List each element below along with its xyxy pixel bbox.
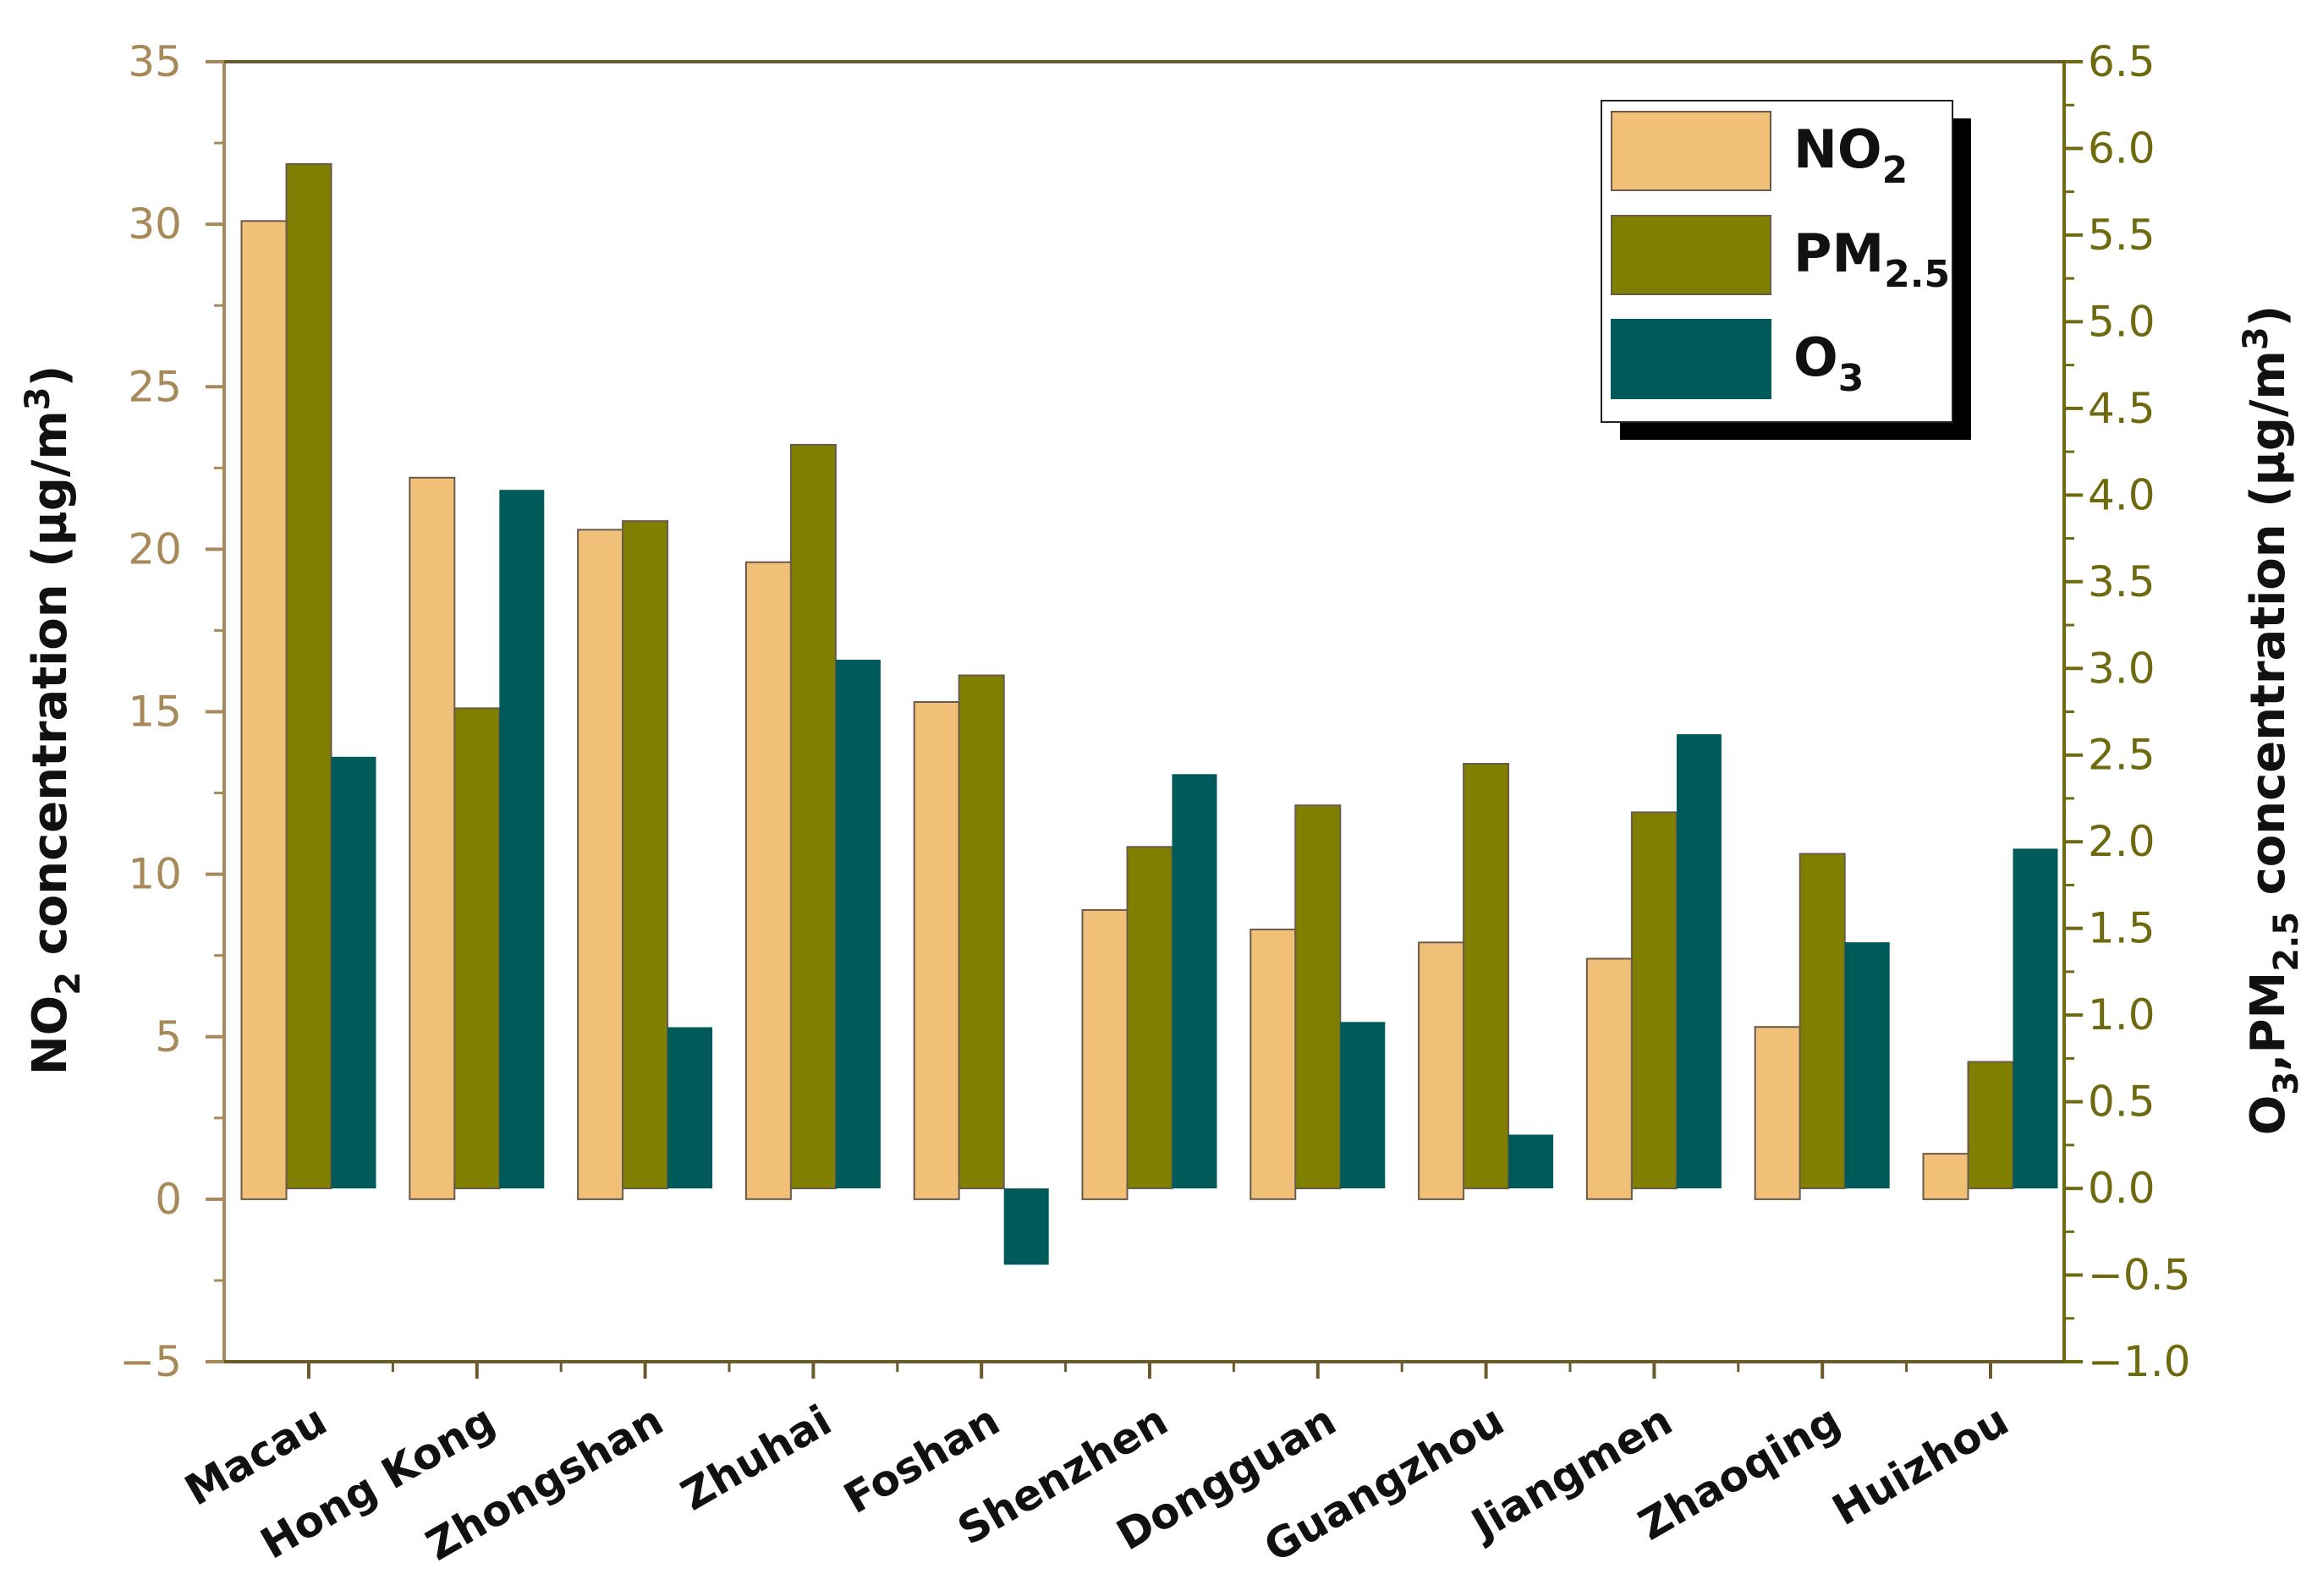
right-tick-label: 1.5 xyxy=(2088,904,2156,953)
right-tick-label: 5.5 xyxy=(2088,211,2156,260)
bar-o3-zhongshan xyxy=(667,1027,713,1189)
bar-pm25-hong-kong xyxy=(453,707,501,1190)
right-axis-title-part: 3 xyxy=(2267,1072,2306,1095)
right-axis-title-part: concentration (µg/m xyxy=(2241,350,2296,912)
left-tick-label: −5 xyxy=(119,1337,182,1386)
bar-pm25-huizhou xyxy=(1967,1061,2014,1190)
left-tick-label: 15 xyxy=(128,688,182,737)
bar-no2-dongguan xyxy=(1249,928,1297,1200)
right-axis-title-part: ,PM xyxy=(2241,972,2296,1072)
left-axis-title-part: 2 xyxy=(49,972,88,995)
bar-o3-foshan xyxy=(1003,1188,1049,1265)
left-tick-label: 10 xyxy=(128,850,182,899)
bar-pm25-guangzhou xyxy=(1463,763,1510,1190)
bar-no2-huizhou xyxy=(1922,1153,1969,1200)
bar-o3-macau xyxy=(331,756,376,1189)
bar-no2-foshan xyxy=(913,701,960,1200)
bar-o3-hong-kong xyxy=(499,490,545,1189)
bar-pm25-zhuhai xyxy=(789,443,837,1190)
left-tick-label: 25 xyxy=(128,362,182,411)
left-tick-label: 5 xyxy=(155,1012,182,1061)
bar-no2-zhuhai xyxy=(744,561,792,1200)
right-axis-title-part: 2.5 xyxy=(2267,912,2306,972)
bar-no2-shenzhen xyxy=(1081,908,1129,1200)
left-tick-label: 30 xyxy=(128,200,182,249)
bar-o3-zhaoqing xyxy=(1844,942,1890,1189)
legend-label-pm25: PM2.5 xyxy=(1793,222,1950,296)
legend-swatch-pm25 xyxy=(1611,215,1771,295)
right-tick-label: 2.0 xyxy=(2088,817,2156,866)
right-tick-label: 4.5 xyxy=(2088,384,2156,433)
bar-o3-huizhou xyxy=(2013,848,2058,1189)
bar-no2-hong-kong xyxy=(409,476,456,1200)
bar-pm25-zhaoqing xyxy=(1799,853,1846,1189)
legend-label-no2: NO2 xyxy=(1793,118,1908,192)
left-tick-label: 35 xyxy=(128,37,182,86)
bar-o3-jiangmen xyxy=(1676,734,1722,1188)
right-tick-label: 0.5 xyxy=(2088,1078,2156,1127)
left-tick-label: 20 xyxy=(128,524,182,573)
left-ticks: −5 0 5 10 15 20 25 30 35 xyxy=(119,37,224,1386)
left-axis-title: NO2 concentration (µg/m3) xyxy=(19,365,88,1076)
bar-pm25-macau xyxy=(285,162,332,1190)
left-axis-title-part: NO xyxy=(23,995,78,1075)
left-axis-title-part: concentration (µg/m xyxy=(23,410,78,972)
right-tick-label: 6.0 xyxy=(2088,123,2156,173)
bar-no2-jiangmen xyxy=(1585,957,1633,1200)
bar-no2-guangzhou xyxy=(1418,941,1465,1200)
legend-swatch-no2 xyxy=(1611,111,1771,191)
legend-swatch-o3 xyxy=(1611,319,1771,399)
bar-pm25-zhongshan xyxy=(622,520,669,1190)
right-axis-title-part: O xyxy=(2241,1095,2296,1136)
bar-o3-dongguan xyxy=(1340,1022,1386,1188)
right-tick-label: 3.5 xyxy=(2088,557,2156,606)
right-tick-label: 4.0 xyxy=(2088,470,2156,519)
bar-pm25-dongguan xyxy=(1294,804,1342,1190)
bar-no2-zhaoqing xyxy=(1754,1026,1801,1200)
bar-no2-zhongshan xyxy=(577,529,624,1200)
right-ticks: −1.0 −0.5 0.0 0.5 1.0 1.5 2.0 2.5 3.0 3.5 4.0 4.5 5.… xyxy=(2064,37,2190,1386)
right-axis-title-part: 3 xyxy=(2237,326,2276,350)
left-tick-label: 0 xyxy=(155,1175,182,1224)
bar-o3-shenzhen xyxy=(1172,774,1217,1189)
bar-pm25-shenzhen xyxy=(1126,846,1173,1189)
right-tick-label: 6.5 xyxy=(2088,37,2156,86)
right-tick-label: 1.0 xyxy=(2088,990,2156,1039)
right-tick-label: −1.0 xyxy=(2088,1337,2190,1386)
right-tick-label: 5.0 xyxy=(2088,297,2156,346)
legend-label-o3: O3 xyxy=(1793,326,1864,400)
right-tick-label: −0.5 xyxy=(2088,1251,2190,1300)
right-tick-label: 2.5 xyxy=(2088,731,2156,780)
right-axis-title-part: ) xyxy=(2241,305,2296,327)
bar-no2-macau xyxy=(240,220,288,1200)
bar-o3-zhuhai xyxy=(835,660,881,1188)
left-axis-title-part: 3 xyxy=(19,387,58,410)
category-label-huizhou: Huizhou xyxy=(1824,1396,2017,1535)
bars xyxy=(240,162,2058,1265)
bar-pm25-jiangmen xyxy=(1630,811,1678,1190)
right-tick-label: 3.0 xyxy=(2088,644,2156,693)
bar-pm25-foshan xyxy=(958,674,1005,1190)
right-tick-label: 0.0 xyxy=(2088,1164,2156,1213)
category-label-zhuhai: Zhuhai xyxy=(673,1396,839,1520)
bar-o3-guangzhou xyxy=(1508,1134,1554,1188)
legend: NO2 PM2.5 O3 xyxy=(1601,100,1971,440)
left-axis-title-part: ) xyxy=(23,365,78,387)
right-axis-title: O3,PM2.5 concentration (µg/m3) xyxy=(2237,305,2306,1136)
